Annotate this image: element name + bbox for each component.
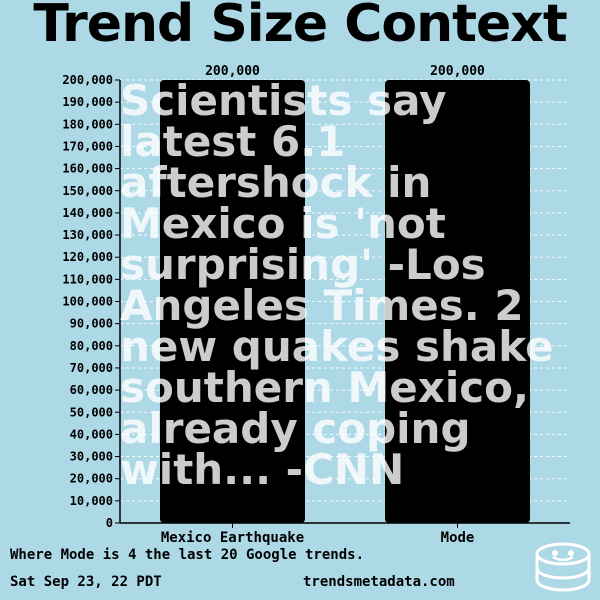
headline-overlay-text: Scientists say latest 6.1 aftershock in … (120, 76, 554, 494)
y-tick-label: 90,000 (70, 317, 113, 331)
bar-value-label: 200,000 (205, 64, 260, 79)
bar-value-label: 200,000 (430, 64, 485, 79)
y-tick-label: 20,000 (70, 472, 113, 486)
y-tick-label: 130,000 (62, 228, 113, 242)
y-tick-label: 160,000 (62, 162, 113, 176)
mode-footnote: Where Mode is 4 the last 20 Google trend… (10, 547, 365, 563)
y-tick-label: 70,000 (70, 361, 113, 375)
x-tick-label: Mode (441, 530, 475, 546)
chart-title: Trend Size Context (33, 0, 567, 54)
y-tick-label: 110,000 (62, 272, 113, 286)
y-tick-label: 200,000 (62, 73, 113, 87)
y-tick-label: 60,000 (70, 383, 113, 397)
y-tick-label: 0 (106, 516, 113, 530)
y-tick-label: 190,000 (62, 95, 113, 109)
bar (160, 80, 305, 523)
y-tick-label: 140,000 (62, 206, 113, 220)
bar (385, 80, 530, 523)
y-tick-label: 80,000 (70, 339, 113, 353)
y-tick-label: 120,000 (62, 250, 113, 264)
date-label: Sat Sep 23, 22 PDT (10, 574, 162, 590)
y-tick-label: 30,000 (70, 450, 113, 464)
y-tick-label: 100,000 (62, 295, 113, 309)
smiley-cylinder-icon (535, 542, 591, 592)
y-tick-label: 170,000 (62, 139, 113, 153)
y-tick-label: 40,000 (70, 427, 113, 441)
y-tick-label: 10,000 (70, 494, 113, 508)
site-link[interactable]: trendsmetadata.com (303, 574, 455, 590)
y-tick-label: 180,000 (62, 117, 113, 131)
y-tick-label: 50,000 (70, 405, 113, 419)
x-tick-label: Mexico Earthquake (161, 530, 304, 546)
y-tick-label: 150,000 (62, 184, 113, 198)
